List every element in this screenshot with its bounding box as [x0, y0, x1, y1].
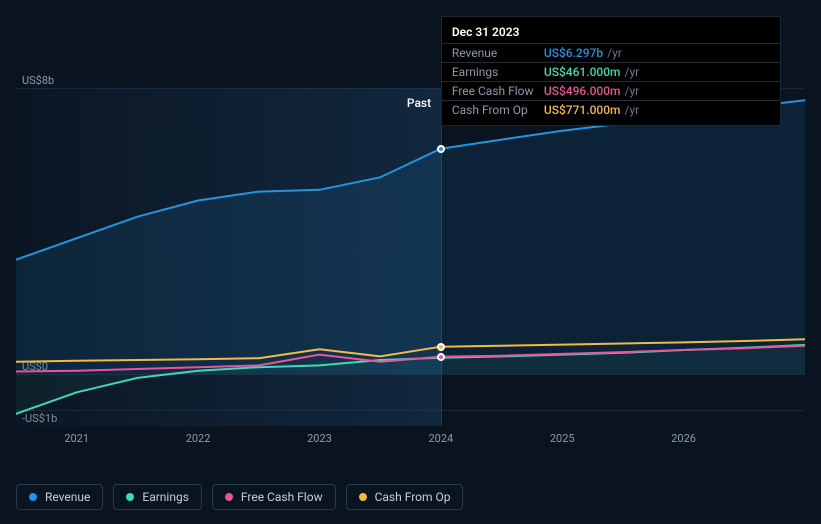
series-area-earnings: [16, 345, 805, 414]
tooltip-row-unit: /yr: [625, 103, 640, 117]
tooltip-row-unit: /yr: [625, 65, 640, 79]
plot-area[interactable]: -US$1bUS$0US$8bPastAnalysts Forecasts202…: [16, 16, 805, 446]
marker-fcf: [437, 353, 445, 361]
chart-tooltip: Dec 31 2023RevenueUS$6.297b/yrEarningsUS…: [441, 16, 781, 126]
tooltip-row: Cash From OpUS$771.000m/yr: [442, 100, 780, 119]
legend-dot-icon: [126, 493, 134, 501]
series-line-fcf: [16, 346, 805, 372]
tooltip-row-label: Cash From Op: [452, 103, 544, 117]
marker-cfo: [437, 343, 445, 351]
legend-item[interactable]: Cash From Op: [346, 484, 464, 510]
tooltip-row: Free Cash FlowUS$496.000m/yr: [442, 81, 780, 100]
tooltip-row: RevenueUS$6.297b/yr: [442, 43, 780, 62]
series-line-earnings: [16, 345, 805, 414]
series-area-revenue: [16, 100, 805, 374]
tooltip-row-value: US$496.000m: [544, 84, 621, 98]
y-axis-label: -US$1b: [22, 412, 57, 425]
past-region-shade: [16, 88, 441, 427]
x-axis-label: 2023: [307, 432, 332, 445]
y-axis-label: US$0: [22, 360, 48, 373]
x-axis-label: 2021: [64, 432, 89, 445]
x-axis-label: 2026: [671, 432, 696, 445]
x-axis-label: 2025: [550, 432, 575, 445]
marker-revenue: [437, 145, 445, 153]
tooltip-row-unit: /yr: [607, 46, 622, 60]
gridline-h: [16, 374, 805, 375]
x-axis-label: 2024: [428, 432, 453, 445]
tooltip-row-label: Free Cash Flow: [452, 84, 544, 98]
legend-label: Revenue: [45, 490, 90, 504]
x-axis-label: 2022: [186, 432, 211, 445]
tooltip-row-value: US$771.000m: [544, 103, 621, 117]
legend-label: Free Cash Flow: [241, 490, 323, 504]
legend-item[interactable]: Earnings: [113, 484, 202, 510]
y-axis-label: US$8b: [22, 74, 54, 87]
gridline-h: [16, 410, 805, 411]
legend-label: Cash From Op: [375, 490, 451, 504]
tooltip-row-value: US$461.000m: [544, 65, 621, 79]
tooltip-header: Dec 31 2023: [442, 23, 780, 43]
legend-dot-icon: [225, 493, 233, 501]
tooltip-row-unit: /yr: [625, 84, 640, 98]
legend: Revenue Earnings Free Cash Flow Cash From O…: [16, 484, 463, 510]
financials-chart: -US$1bUS$0US$8bPastAnalysts Forecasts202…: [16, 16, 805, 508]
tooltip-row-value: US$6.297b: [544, 46, 603, 60]
legend-label: Earnings: [142, 490, 189, 504]
tooltip-row-label: Earnings: [452, 65, 544, 79]
legend-dot-icon: [359, 493, 367, 501]
legend-item[interactable]: Free Cash Flow: [212, 484, 336, 510]
tooltip-row-label: Revenue: [452, 46, 544, 60]
tooltip-row: EarningsUS$461.000m/yr: [442, 62, 780, 81]
split-line: [441, 88, 442, 427]
series-line-cfo: [16, 339, 805, 362]
legend-dot-icon: [29, 493, 37, 501]
past-label: Past: [407, 96, 431, 110]
legend-item[interactable]: Revenue: [16, 484, 103, 510]
